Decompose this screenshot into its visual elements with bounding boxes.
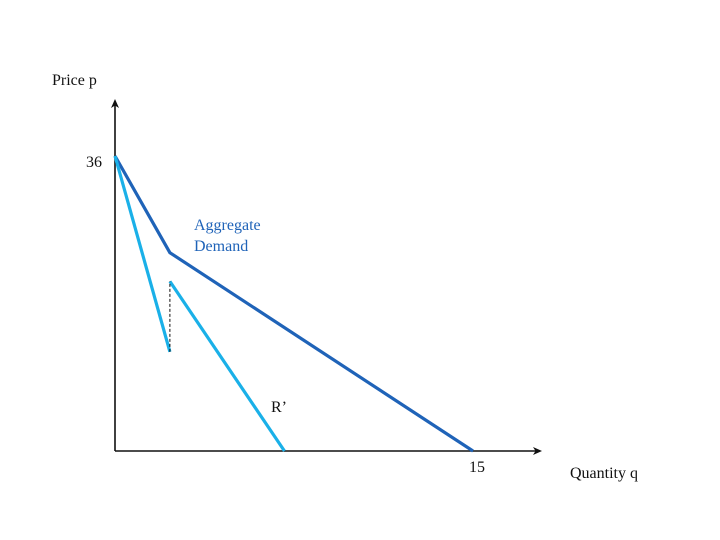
r-prime-segment-lower — [168, 280, 286, 452]
aggregate-demand-line — [113, 155, 474, 453]
aggregate-demand-label-line2: Demand — [194, 238, 248, 255]
x-axis-label: Quantity q — [570, 465, 638, 482]
y-tick-label-36: 36 — [86, 154, 102, 171]
r-prime-label: R’ — [271, 399, 287, 416]
r-prime-segment-upper — [113, 155, 172, 353]
x-tick-label-15: 15 — [469, 459, 485, 476]
aggregate-demand-label: Aggregate — [194, 217, 261, 234]
y-axis-label: Price p — [52, 72, 97, 89]
